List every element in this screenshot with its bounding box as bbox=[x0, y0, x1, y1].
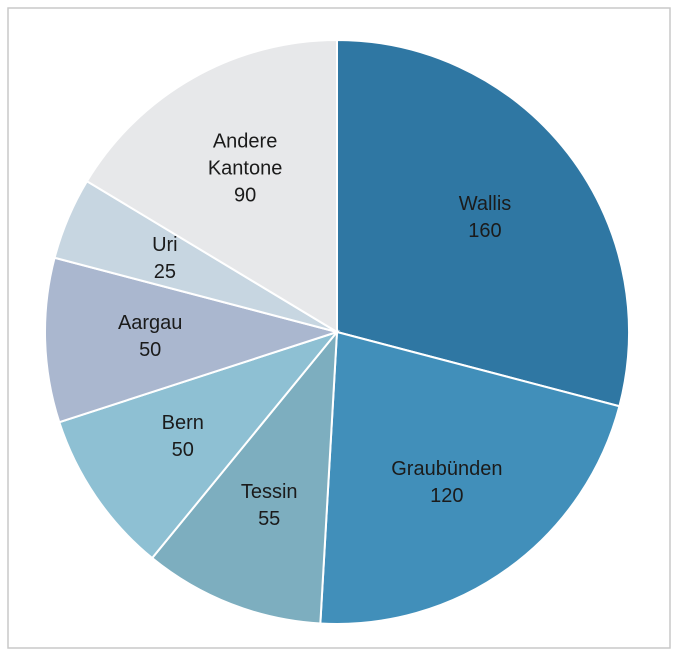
pie-slice bbox=[44, 256, 341, 424]
value-label: 120 bbox=[430, 485, 464, 508]
category-label: Wallis bbox=[458, 192, 512, 215]
slice-label: Graubünden 120 bbox=[385, 456, 509, 510]
value-label: 25 bbox=[153, 261, 176, 284]
category-label: Tessin bbox=[240, 481, 298, 504]
slice-label: Aargau 50 bbox=[88, 310, 212, 364]
pie-slice bbox=[85, 38, 338, 334]
pie-slice bbox=[150, 328, 339, 625]
category-label: Uri bbox=[152, 234, 178, 257]
slice-label: Wallis 160 bbox=[423, 191, 547, 245]
category-label: Bern bbox=[161, 412, 204, 435]
value-label: 90 bbox=[233, 184, 257, 207]
value-label: 55 bbox=[258, 508, 281, 531]
value-label: 160 bbox=[468, 219, 502, 242]
category-label: Graubünden bbox=[391, 458, 503, 481]
category-label: Aargau bbox=[117, 312, 183, 335]
value-label: 50 bbox=[139, 339, 162, 362]
value-label: 50 bbox=[171, 439, 194, 462]
pie-slice bbox=[336, 38, 630, 408]
slice-label: Bern 50 bbox=[121, 410, 245, 464]
frame bbox=[7, 7, 671, 649]
slice-label: Tessin 55 bbox=[207, 479, 331, 533]
slice-label: Andere Kantone 90 bbox=[183, 129, 307, 210]
slice-label: Uri 25 bbox=[103, 232, 227, 286]
pie-slice bbox=[58, 329, 340, 560]
category-label: Andere Kantone bbox=[207, 130, 283, 180]
pie-slice bbox=[319, 330, 621, 625]
